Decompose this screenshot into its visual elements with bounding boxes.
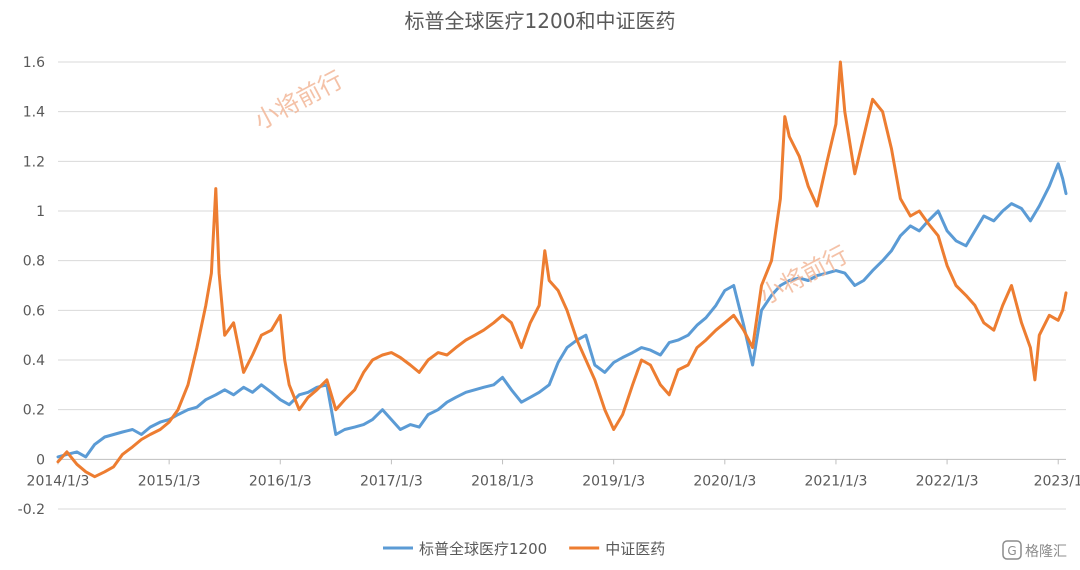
y-tick-label: 1.4 — [23, 105, 45, 121]
watermark-top: 小将前行 — [250, 66, 348, 136]
x-tick-label: 2014/1/3 — [27, 473, 90, 489]
y-tick-label: 1.6 — [23, 55, 45, 71]
x-tick-label: 2023/1 — [1034, 473, 1080, 489]
logo: G 格隆汇 — [1002, 540, 1067, 560]
y-tick-label: 0.8 — [23, 254, 45, 270]
x-tick-label: 2021/1/3 — [805, 473, 868, 489]
legend: 标普全球医疗1200 中证医药 — [383, 540, 665, 558]
x-tick-label: 2016/1/3 — [249, 473, 312, 489]
y-tick-label: -0.2 — [18, 502, 45, 518]
x-tick-label: 2019/1/3 — [582, 473, 645, 489]
series-line-1 — [56, 162, 1068, 459]
legend-label-2: 中证医药 — [605, 540, 665, 558]
x-tick-label: 2020/1/3 — [693, 473, 756, 489]
y-axis: 1.6 1.4 1.2 1 0.8 0.6 0.4 0.2 0 -0.2 — [18, 55, 45, 518]
x-tick-label: 2018/1/3 — [471, 473, 534, 489]
x-axis: 2014/1/3 2015/1/3 2016/1/3 2017/1/3 2018/1/3… — [27, 459, 1080, 489]
y-tick-label: 1.2 — [23, 154, 45, 170]
y-tick-label: 0.4 — [23, 353, 45, 369]
y-tick-label: 0 — [36, 452, 45, 468]
watermark-middle: 小将前行 — [755, 241, 853, 311]
y-tick-label: 0.6 — [23, 303, 45, 319]
grid — [58, 61, 1066, 510]
chart-title: 标普全球医疗1200和中证医药 — [405, 9, 676, 33]
x-tick-label: 2015/1/3 — [138, 473, 201, 489]
legend-label-1: 标普全球医疗1200 — [419, 540, 547, 558]
series-layer — [56, 60, 1068, 479]
x-tick-label: 2022/1/3 — [916, 473, 979, 489]
logo-icon-glyph: G — [1007, 544, 1016, 558]
logo-icon — [1002, 540, 1022, 560]
series-line-2 — [56, 60, 1068, 479]
y-tick-label: 0.2 — [23, 403, 45, 419]
x-tick-label: 2017/1/3 — [360, 473, 423, 489]
y-tick-label: 1 — [36, 204, 45, 220]
logo-text: 格隆汇 — [1025, 544, 1067, 560]
